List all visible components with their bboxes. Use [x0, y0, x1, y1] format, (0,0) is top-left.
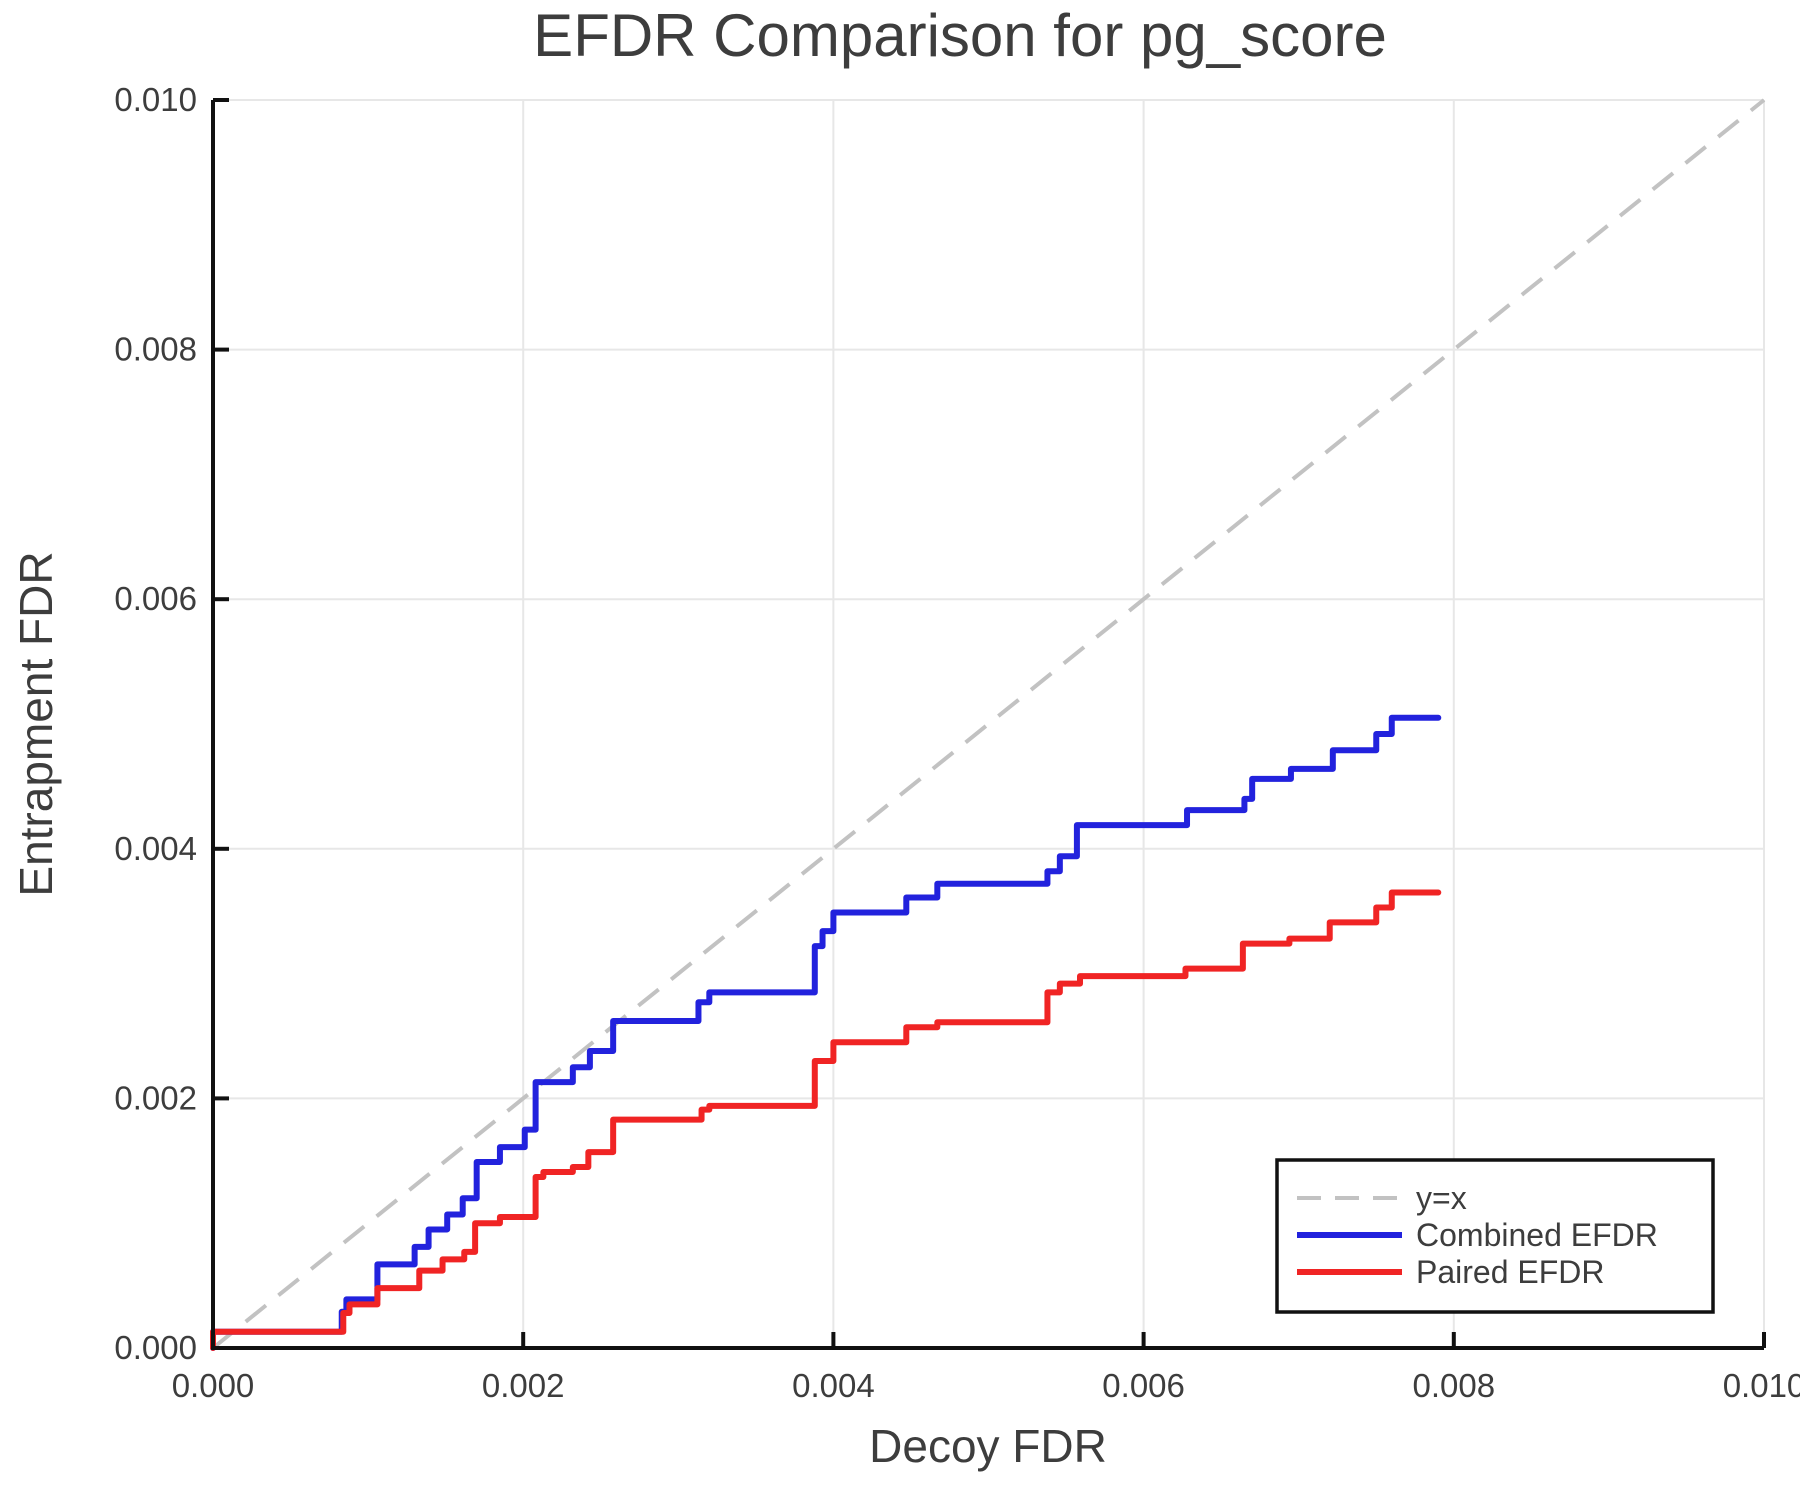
x-tick-label: 0.010 — [1723, 1367, 1800, 1404]
x-tick-label: 0.004 — [792, 1367, 875, 1404]
diagonal-line — [211, 98, 1766, 1350]
x-tick-label: 0.006 — [1102, 1367, 1185, 1404]
y-tick-label: 0.006 — [114, 580, 197, 617]
axis-spines — [211, 100, 1764, 1350]
legend-label-paired-efdr: Paired EFDR — [1416, 1254, 1605, 1290]
legend: y=x Combined EFDR Paired EFDR — [1275, 1158, 1715, 1314]
y-tick-label: 0.008 — [114, 331, 197, 368]
combined-efdr-line — [210, 714, 1442, 1351]
y-tick-label: 0.004 — [114, 830, 197, 867]
x-tick-label: 0.002 — [482, 1367, 565, 1404]
y-axis-label: Entrapment FDR — [10, 551, 62, 896]
axis-ticks — [211, 98, 1766, 1350]
y-tick-label: 0.010 — [114, 81, 197, 118]
series-lines — [210, 98, 1766, 1351]
legend-label-diagonal: y=x — [1416, 1180, 1467, 1216]
chart-title: EFDR Comparison for pg_score — [533, 2, 1387, 69]
x-tick-label: 0.000 — [172, 1367, 255, 1404]
y-tick-label: 0.000 — [114, 1329, 197, 1366]
paired-efdr-line — [210, 889, 1442, 1351]
x-axis-label: Decoy FDR — [869, 1420, 1107, 1472]
x-tick-label: 0.008 — [1413, 1367, 1496, 1404]
axis-tick-labels: 0.000 0.002 0.004 0.006 0.008 0.010 0.000 0.002… — [114, 81, 1800, 1404]
legend-label-combined-efdr: Combined EFDR — [1416, 1217, 1658, 1253]
y-tick-label: 0.002 — [114, 1079, 197, 1116]
